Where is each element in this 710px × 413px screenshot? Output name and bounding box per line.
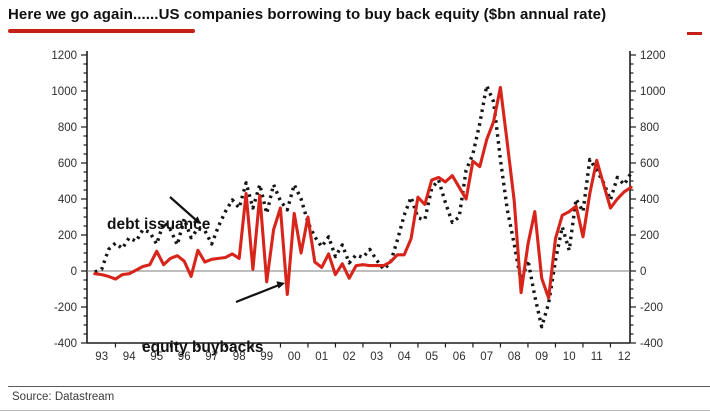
svg-text:00: 00: [288, 351, 301, 363]
svg-text:99: 99: [260, 351, 273, 363]
svg-text:1000: 1000: [51, 86, 77, 98]
svg-text:97: 97: [205, 351, 218, 363]
svg-text:95: 95: [150, 351, 163, 363]
top-right-red-dash: [687, 32, 702, 35]
source-divider-line: [8, 386, 710, 387]
svg-text:08: 08: [508, 351, 521, 363]
svg-text:-400: -400: [54, 338, 77, 350]
svg-text:96: 96: [178, 351, 191, 363]
annotation-arrows: [169, 196, 285, 304]
svg-text:02: 02: [343, 351, 356, 363]
svg-text:04: 04: [398, 351, 411, 363]
title-underline-decoration: [8, 29, 195, 33]
svg-text:800: 800: [640, 122, 659, 134]
svg-text:-400: -400: [640, 338, 663, 350]
x-tick-labels: 93 94 95 96 97 98 99 00 01 02 03 04 05 06 07 08 09 10 11 12: [95, 343, 631, 363]
svg-text:05: 05: [425, 351, 438, 363]
page-title: Here we go again......US companies borro…: [8, 6, 607, 23]
svg-text:1000: 1000: [640, 86, 666, 98]
svg-text:12: 12: [618, 351, 631, 363]
svg-text:1200: 1200: [640, 50, 666, 62]
svg-text:94: 94: [123, 351, 136, 363]
svg-text:11: 11: [591, 351, 603, 363]
svg-text:800: 800: [58, 122, 77, 134]
svg-text:03: 03: [370, 351, 383, 363]
svg-text:09: 09: [535, 351, 548, 363]
svg-text:-200: -200: [54, 302, 77, 314]
bottom-edge-line: [0, 410, 710, 411]
svg-text:200: 200: [58, 230, 77, 242]
svg-text:200: 200: [640, 230, 659, 242]
svg-text:600: 600: [640, 158, 659, 170]
svg-text:98: 98: [233, 351, 246, 363]
svg-text:400: 400: [640, 194, 659, 206]
svg-text:06: 06: [453, 351, 466, 363]
source-label: Source: Datastream: [12, 391, 115, 403]
chart-area: -400 -400 -200 -200 0 0 200 200 400 400 600 600 800 8…: [0, 40, 710, 375]
svg-text:0: 0: [640, 266, 646, 278]
series-equity-buybacks: [93, 85, 633, 300]
annotation-debt-issuance: debt issuance: [107, 216, 211, 233]
svg-text:10: 10: [563, 351, 576, 363]
svg-text:1200: 1200: [51, 50, 77, 62]
svg-text:0: 0: [71, 266, 77, 278]
svg-text:01: 01: [315, 351, 328, 363]
svg-text:-200: -200: [640, 302, 663, 314]
annotation-equity-buybacks: equity buybacks: [142, 339, 264, 356]
svg-text:600: 600: [58, 158, 77, 170]
y-tick-labels: -400 -400 -200 -200 0 0 200 200 400 400 600 600 800 8…: [51, 50, 665, 350]
svg-text:400: 400: [58, 194, 77, 206]
svg-text:07: 07: [480, 351, 493, 363]
series-debt-issuance: [94, 83, 633, 329]
svg-text:93: 93: [95, 351, 108, 363]
